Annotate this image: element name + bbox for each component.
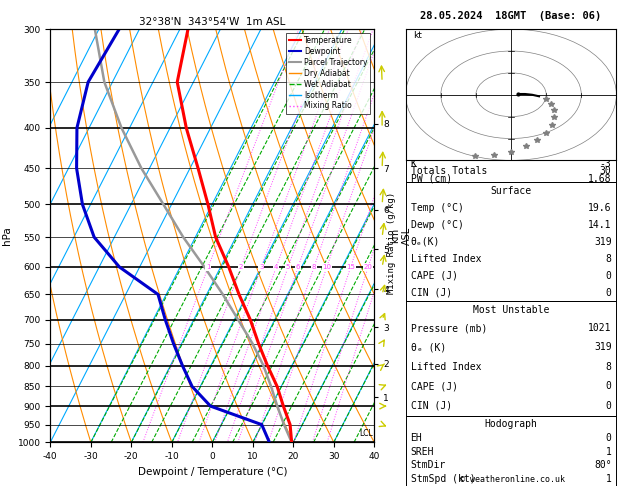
Text: LCL: LCL [360,429,374,438]
Text: 28.05.2024  18GMT  (Base: 06): 28.05.2024 18GMT (Base: 06) [420,11,602,21]
Text: 6: 6 [296,264,300,270]
Text: Totals Totals: Totals Totals [411,166,487,176]
Text: 8: 8 [312,264,316,270]
Text: CIN (J): CIN (J) [411,401,452,411]
Text: 0: 0 [606,288,611,298]
Text: 10: 10 [322,264,331,270]
Text: EH: EH [411,433,422,443]
Text: StmDir: StmDir [411,460,446,470]
Text: Most Unstable: Most Unstable [473,305,549,315]
Text: 5: 5 [286,264,291,270]
Text: 14.1: 14.1 [588,220,611,230]
Text: kt: kt [413,31,421,40]
Text: 0: 0 [606,382,611,391]
Text: CAPE (J): CAPE (J) [411,382,457,391]
Text: 319: 319 [594,237,611,247]
Text: 80°: 80° [594,460,611,470]
Text: 319: 319 [594,343,611,352]
Text: θₑ(K): θₑ(K) [411,237,440,247]
Text: 8: 8 [606,254,611,264]
Text: Surface: Surface [491,186,532,196]
Text: 0: 0 [606,271,611,281]
Text: 0: 0 [606,401,611,411]
Text: 30: 30 [600,166,611,176]
Text: 1: 1 [206,264,211,270]
Text: Hodograph: Hodograph [484,419,538,429]
Text: CIN (J): CIN (J) [411,288,452,298]
Text: 8: 8 [606,362,611,372]
Text: Mixing Ratio (g/kg): Mixing Ratio (g/kg) [387,192,396,294]
Text: 1.68: 1.68 [588,174,611,184]
Text: Temp (°C): Temp (°C) [411,203,464,213]
Text: 1: 1 [606,474,611,484]
Text: 15: 15 [347,264,355,270]
Text: PW (cm): PW (cm) [411,174,452,184]
Text: 19.6: 19.6 [588,203,611,213]
X-axis label: Dewpoint / Temperature (°C): Dewpoint / Temperature (°C) [138,467,287,477]
Text: Lifted Index: Lifted Index [411,254,481,264]
Text: 4: 4 [274,264,279,270]
Title: 32°38'N  343°54'W  1m ASL: 32°38'N 343°54'W 1m ASL [139,17,286,27]
Text: © weatheronline.co.uk: © weatheronline.co.uk [460,474,565,484]
Text: Pressure (mb): Pressure (mb) [411,323,487,333]
Text: 20: 20 [364,264,372,270]
Text: -3: -3 [600,159,611,169]
Text: 1021: 1021 [588,323,611,333]
Y-axis label: hPa: hPa [2,226,12,245]
Legend: Temperature, Dewpoint, Parcel Trajectory, Dry Adiabat, Wet Adiabat, Isotherm, Mi: Temperature, Dewpoint, Parcel Trajectory… [286,33,370,114]
Text: Dewp (°C): Dewp (°C) [411,220,464,230]
Text: 1: 1 [606,447,611,457]
Text: StmSpd (kt): StmSpd (kt) [411,474,475,484]
Text: 2: 2 [239,264,243,270]
Text: CAPE (J): CAPE (J) [411,271,457,281]
Text: θₑ (K): θₑ (K) [411,343,446,352]
Text: 3: 3 [259,264,264,270]
Y-axis label: km
ASL: km ASL [391,226,412,245]
Text: K: K [411,159,416,169]
Text: 0: 0 [606,433,611,443]
Text: Lifted Index: Lifted Index [411,362,481,372]
Text: SREH: SREH [411,447,434,457]
